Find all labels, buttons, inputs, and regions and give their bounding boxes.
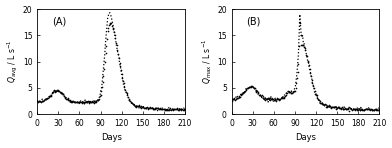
X-axis label: Days: Days bbox=[295, 133, 316, 142]
X-axis label: Days: Days bbox=[101, 133, 122, 142]
Text: (A): (A) bbox=[52, 16, 66, 26]
Text: (B): (B) bbox=[247, 16, 261, 26]
Y-axis label: $Q_\mathrm{avg}$ / L s$^{-1}$: $Q_\mathrm{avg}$ / L s$^{-1}$ bbox=[5, 40, 20, 83]
Y-axis label: $Q_\mathrm{max}$ / L s$^{-1}$: $Q_\mathrm{max}$ / L s$^{-1}$ bbox=[200, 39, 214, 84]
